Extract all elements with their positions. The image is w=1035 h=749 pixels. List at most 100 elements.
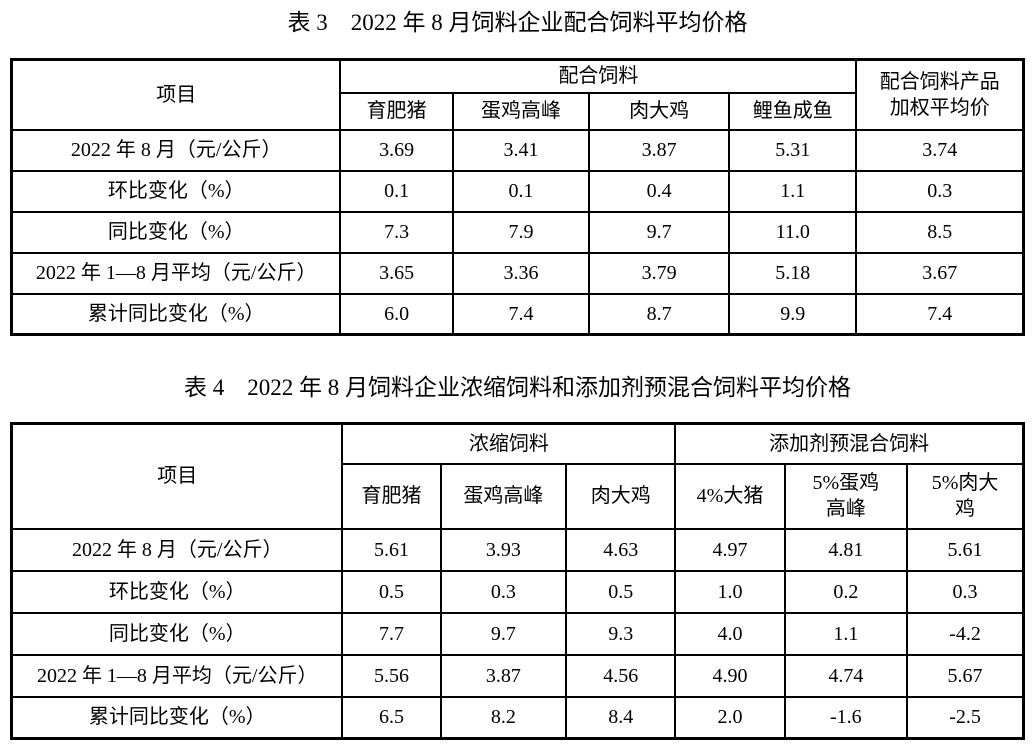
t4-row2-cell4: 1.1 — [783, 611, 909, 656]
t3-row4-cell0: 6.0 — [339, 292, 454, 336]
t4-subheader-laying-hen-peak-line1: 蛋鸡高峰 — [463, 485, 544, 507]
t3-row2-label: 同比变化（%） — [10, 210, 342, 254]
t4-row2-cell5: -4.2 — [906, 611, 1025, 656]
t3-subheader-fattening-pig: 育肥猪 — [339, 91, 454, 131]
t3-row0-cell4: 3.74 — [855, 128, 1025, 172]
t3-row3-cell4: 3.67 — [855, 251, 1025, 295]
table3-title: 表 3 2022 年 8 月饲料企业配合饲料平均价格 — [287, 10, 748, 35]
t4-row4-cell0: 6.5 — [341, 695, 442, 740]
table-row: 累计同比变化（%） 6.5 8.2 8.4 2.0 -1.6 -2.5 — [10, 695, 1025, 740]
t3-row0-cell0: 3.69 — [339, 128, 454, 172]
t4-row4-cell1: 8.2 — [439, 695, 568, 740]
t3-subheader-laying-hen-peak: 蛋鸡高峰 — [451, 91, 591, 131]
t4-row3-cell2: 4.56 — [565, 653, 677, 698]
t3-row4-cell4: 7.4 — [855, 292, 1025, 336]
t3-header-weighted-average: 配合饲料产品 加权平均价 — [855, 58, 1025, 131]
t4-subheader-5pct-broiler-line1: 5%肉大 — [931, 472, 999, 494]
t3-row0-cell3: 5.31 — [727, 128, 858, 172]
table-row: 2022 年 1—8 月平均（元/公斤） 3.65 3.36 3.79 5.18… — [10, 251, 1025, 295]
t4-row2-label: 同比变化（%） — [10, 611, 344, 656]
t4-subheader-5pct-broiler: 5%肉大 鸡 — [906, 462, 1025, 530]
t4-row1-label: 环比变化（%） — [10, 569, 344, 614]
t4-row4-cell5: -2.5 — [906, 695, 1025, 740]
t3-row0-cell2: 3.87 — [588, 128, 730, 172]
t4-subheader-laying-hen-peak: 蛋鸡高峰 — [439, 462, 568, 530]
t4-subheader-4pct-pig-line1: 4%大猪 — [696, 485, 764, 507]
t4-subheader-fattening-pig: 育肥猪 — [341, 462, 442, 530]
table-row: 环比变化（%） 0.5 0.3 0.5 1.0 0.2 0.3 — [10, 569, 1025, 614]
t4-row1-cell5: 0.3 — [906, 569, 1025, 614]
t4-row2-cell2: 9.3 — [565, 611, 677, 656]
t3-row3-cell2: 3.79 — [588, 251, 730, 295]
table4-title: 表 4 2022 年 8 月饲料企业浓缩饲料和添加剂预混合饲料平均价格 — [184, 375, 851, 400]
t3-row1-cell3: 1.1 — [727, 169, 858, 213]
t3-row2-cell1: 7.9 — [451, 210, 591, 254]
t4-row4-cell4: -1.6 — [783, 695, 909, 740]
t4-header-group-concentrate-feed: 浓缩饲料 — [341, 422, 677, 465]
t3-row4-cell2: 8.7 — [588, 292, 730, 336]
t4-row3-cell3: 4.90 — [674, 653, 786, 698]
t4-row0-cell5: 5.61 — [906, 527, 1025, 572]
t3-row0-cell1: 3.41 — [451, 128, 591, 172]
t3-row3-cell1: 3.36 — [451, 251, 591, 295]
t4-row0-cell2: 4.63 — [565, 527, 677, 572]
t3-subheader-broiler: 肉大鸡 — [588, 91, 730, 131]
t4-row2-cell0: 7.7 — [341, 611, 442, 656]
t4-row4-cell3: 2.0 — [674, 695, 786, 740]
t3-row2-cell0: 7.3 — [339, 210, 454, 254]
t4-row3-cell1: 3.87 — [439, 653, 568, 698]
table-row: 2022 年 8 月（元/公斤） 5.61 3.93 4.63 4.97 4.8… — [10, 527, 1025, 572]
t4-row1-cell1: 0.3 — [439, 569, 568, 614]
t4-row3-cell5: 5.67 — [906, 653, 1025, 698]
t4-row1-cell3: 1.0 — [674, 569, 786, 614]
t4-subheader-5pct-laying-hen-line2: 高峰 — [825, 498, 866, 520]
table-row: 同比变化（%） 7.3 7.9 9.7 11.0 8.5 — [10, 210, 1025, 254]
t4-row0-cell3: 4.97 — [674, 527, 786, 572]
t4-row3-cell0: 5.56 — [341, 653, 442, 698]
t3-header-weighted-line2: 加权平均价 — [889, 96, 990, 119]
t3-row4-label: 累计同比变化（%） — [10, 292, 342, 336]
t3-header-group-compound-feed: 配合饲料 — [339, 58, 858, 94]
t4-subheader-fattening-pig-line1: 育肥猪 — [361, 485, 422, 507]
t3-header-weighted-line1: 配合饲料产品 — [879, 70, 1000, 93]
t3-subheader-carp: 鲤鱼成鱼 — [727, 91, 858, 131]
t3-row2-cell2: 9.7 — [588, 210, 730, 254]
table-row: 2022 年 1—8 月平均（元/公斤） 5.56 3.87 4.56 4.90… — [10, 653, 1025, 698]
table-row: 累计同比变化（%） 6.0 7.4 8.7 9.9 7.4 — [10, 292, 1025, 336]
t4-row3-label: 2022 年 1—8 月平均（元/公斤） — [10, 653, 344, 698]
t4-row2-cell1: 9.7 — [439, 611, 568, 656]
t4-row2-cell3: 4.0 — [674, 611, 786, 656]
t4-header-group-premix-feed: 添加剂预混合饲料 — [674, 422, 1025, 465]
t3-row2-cell4: 8.5 — [855, 210, 1025, 254]
t3-row1-label: 环比变化（%） — [10, 169, 342, 213]
t4-subheader-broiler: 肉大鸡 — [565, 462, 677, 530]
t3-row2-cell3: 11.0 — [727, 210, 858, 254]
table-row: 2022 年 8 月（元/公斤） 3.69 3.41 3.87 5.31 3.7… — [10, 128, 1025, 172]
t4-subheader-broiler-line1: 肉大鸡 — [590, 485, 651, 507]
t4-row0-cell0: 5.61 — [341, 527, 442, 572]
t4-subheader-5pct-laying-hen-line1: 5%蛋鸡 — [812, 472, 880, 494]
t3-header-item: 项目 — [10, 58, 342, 131]
t3-row1-cell1: 0.1 — [451, 169, 591, 213]
t4-header-item: 项目 — [10, 422, 344, 530]
t3-row1-cell4: 0.3 — [855, 169, 1025, 213]
t4-subheader-5pct-laying-hen: 5%蛋鸡 高峰 — [783, 462, 909, 530]
t3-row3-cell3: 5.18 — [727, 251, 858, 295]
t4-row4-cell2: 8.4 — [565, 695, 677, 740]
t4-subheader-4pct-pig: 4%大猪 — [674, 462, 786, 530]
t4-row3-cell4: 4.74 — [783, 653, 909, 698]
t3-row4-cell3: 9.9 — [727, 292, 858, 336]
t4-row0-cell4: 4.81 — [783, 527, 909, 572]
t3-row3-label: 2022 年 1—8 月平均（元/公斤） — [10, 251, 342, 295]
t3-row1-cell2: 0.4 — [588, 169, 730, 213]
t4-row1-cell0: 0.5 — [341, 569, 442, 614]
t4-row1-cell4: 0.2 — [783, 569, 909, 614]
t3-row1-cell0: 0.1 — [339, 169, 454, 213]
t3-row4-cell1: 7.4 — [451, 292, 591, 336]
t4-row0-label: 2022 年 8 月（元/公斤） — [10, 527, 344, 572]
t4-subheader-5pct-broiler-line2: 鸡 — [955, 498, 976, 520]
t3-row3-cell0: 3.65 — [339, 251, 454, 295]
t4-row4-label: 累计同比变化（%） — [10, 695, 344, 740]
t3-row0-label: 2022 年 8 月（元/公斤） — [10, 128, 342, 172]
